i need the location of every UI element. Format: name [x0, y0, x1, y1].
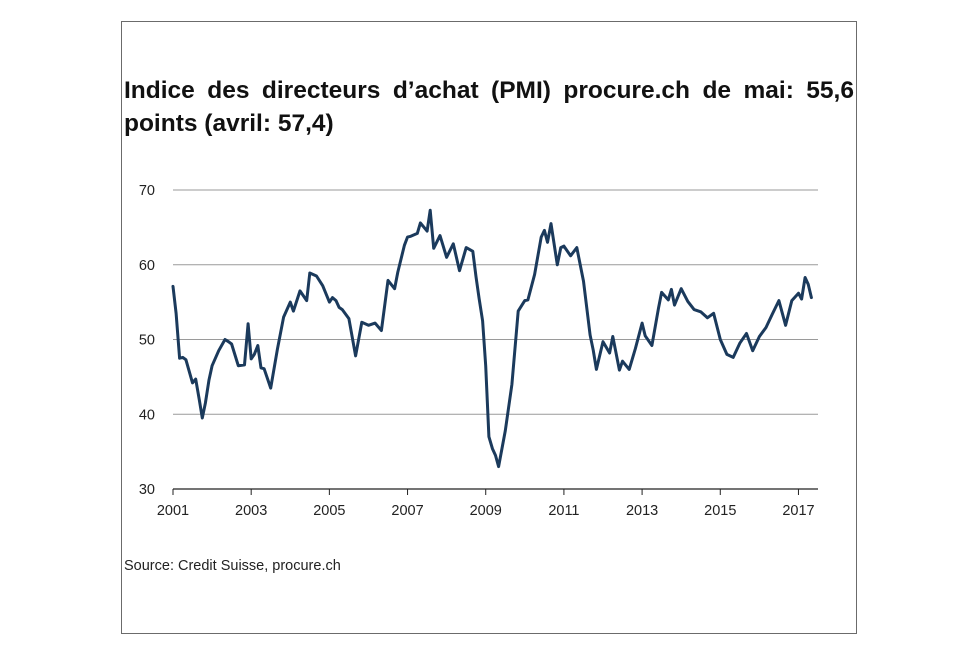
x-tick-label: 2005	[313, 503, 345, 519]
chart-title: Indice des directeurs d’achat (PMI) proc…	[124, 77, 854, 137]
x-axis: 2001 2003 2005 2007 2009 2011 2013 2015 2017	[157, 489, 815, 519]
x-tick-label: 2017	[782, 503, 814, 519]
x-tick-label: 2015	[704, 503, 736, 519]
y-tick-label: 30	[139, 482, 155, 498]
series-layer	[171, 208, 813, 469]
y-tick-label: 50	[139, 333, 155, 349]
x-tick-label: 2007	[391, 503, 423, 519]
y-tick-label: 40	[139, 407, 155, 423]
y-tick-label: 70	[139, 183, 155, 199]
chart-frame	[121, 21, 857, 634]
x-tick-label: 2001	[157, 503, 189, 519]
x-tick-label: 2009	[470, 503, 502, 519]
series-line	[171, 208, 813, 469]
y-axis-ticks: 30 40 50 60 70	[139, 183, 155, 498]
y-tick-label: 60	[139, 258, 155, 274]
x-tick-label: 2013	[626, 503, 658, 519]
source-note: Source: Credit Suisse, procure.ch	[124, 558, 341, 574]
x-tick-label: 2011	[548, 503, 579, 519]
x-tick-label: 2003	[235, 503, 267, 519]
